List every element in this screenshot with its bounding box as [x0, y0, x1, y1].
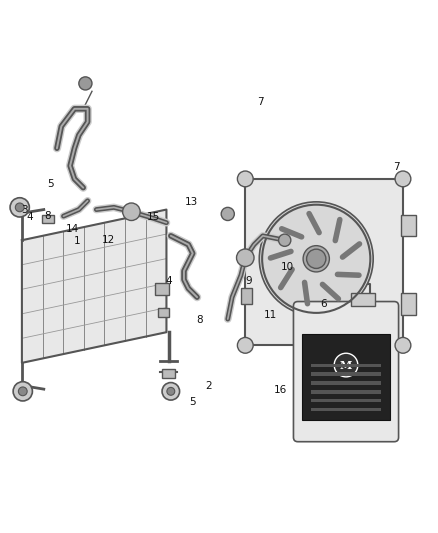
FancyArrowPatch shape [337, 274, 359, 275]
Bar [401, 215, 416, 237]
Circle shape [395, 337, 411, 353]
Bar [311, 364, 381, 367]
Text: 6: 6 [320, 298, 327, 309]
Text: 16: 16 [274, 385, 287, 395]
Bar [155, 282, 169, 295]
Circle shape [237, 249, 254, 266]
FancyBboxPatch shape [293, 302, 399, 442]
Circle shape [334, 353, 358, 377]
Text: 13: 13 [185, 197, 198, 207]
Circle shape [162, 383, 180, 400]
Circle shape [279, 234, 291, 246]
Bar [302, 334, 390, 420]
Circle shape [310, 252, 323, 265]
Bar [158, 308, 169, 317]
Circle shape [18, 387, 27, 395]
FancyArrowPatch shape [309, 214, 319, 232]
Bar [311, 373, 381, 376]
Circle shape [395, 171, 411, 187]
Text: 1: 1 [73, 236, 80, 246]
Text: 5: 5 [47, 179, 54, 189]
Bar [401, 293, 416, 314]
Text: 15: 15 [147, 213, 160, 222]
Text: 10: 10 [280, 262, 293, 271]
Text: 4: 4 [26, 212, 33, 222]
Text: 12: 12 [102, 235, 115, 245]
FancyArrowPatch shape [343, 244, 360, 257]
Text: 7: 7 [393, 161, 400, 172]
Text: 4: 4 [165, 276, 172, 286]
Circle shape [167, 387, 175, 395]
FancyArrowPatch shape [271, 252, 291, 258]
Bar [311, 408, 381, 411]
Circle shape [79, 77, 92, 90]
FancyArrowPatch shape [281, 269, 292, 288]
FancyArrowPatch shape [322, 285, 339, 299]
Circle shape [307, 249, 326, 269]
Text: 7: 7 [257, 97, 264, 107]
Bar [245, 179, 403, 345]
Circle shape [15, 203, 24, 212]
Polygon shape [22, 209, 166, 363]
Text: 5: 5 [189, 397, 196, 407]
Text: 8: 8 [44, 211, 51, 221]
FancyArrowPatch shape [282, 229, 302, 237]
Text: 3: 3 [21, 205, 28, 215]
Bar [162, 368, 175, 378]
Circle shape [221, 207, 234, 221]
Text: 9: 9 [245, 276, 252, 286]
Text: M: M [340, 360, 352, 370]
Bar [42, 215, 54, 223]
Text: 2: 2 [205, 381, 212, 391]
Bar [311, 399, 381, 402]
FancyArrowPatch shape [304, 282, 307, 304]
Text: 8: 8 [196, 315, 203, 325]
Bar [311, 390, 381, 393]
Text: 11: 11 [264, 310, 277, 320]
Circle shape [259, 202, 373, 316]
Bar [351, 293, 375, 306]
Text: 14: 14 [66, 224, 79, 235]
Circle shape [13, 382, 32, 401]
Circle shape [303, 246, 329, 272]
Circle shape [237, 337, 253, 353]
Circle shape [10, 198, 29, 217]
Bar [311, 381, 381, 385]
FancyArrowPatch shape [335, 220, 340, 240]
Circle shape [123, 203, 140, 221]
Bar [241, 288, 252, 304]
Circle shape [237, 171, 253, 187]
